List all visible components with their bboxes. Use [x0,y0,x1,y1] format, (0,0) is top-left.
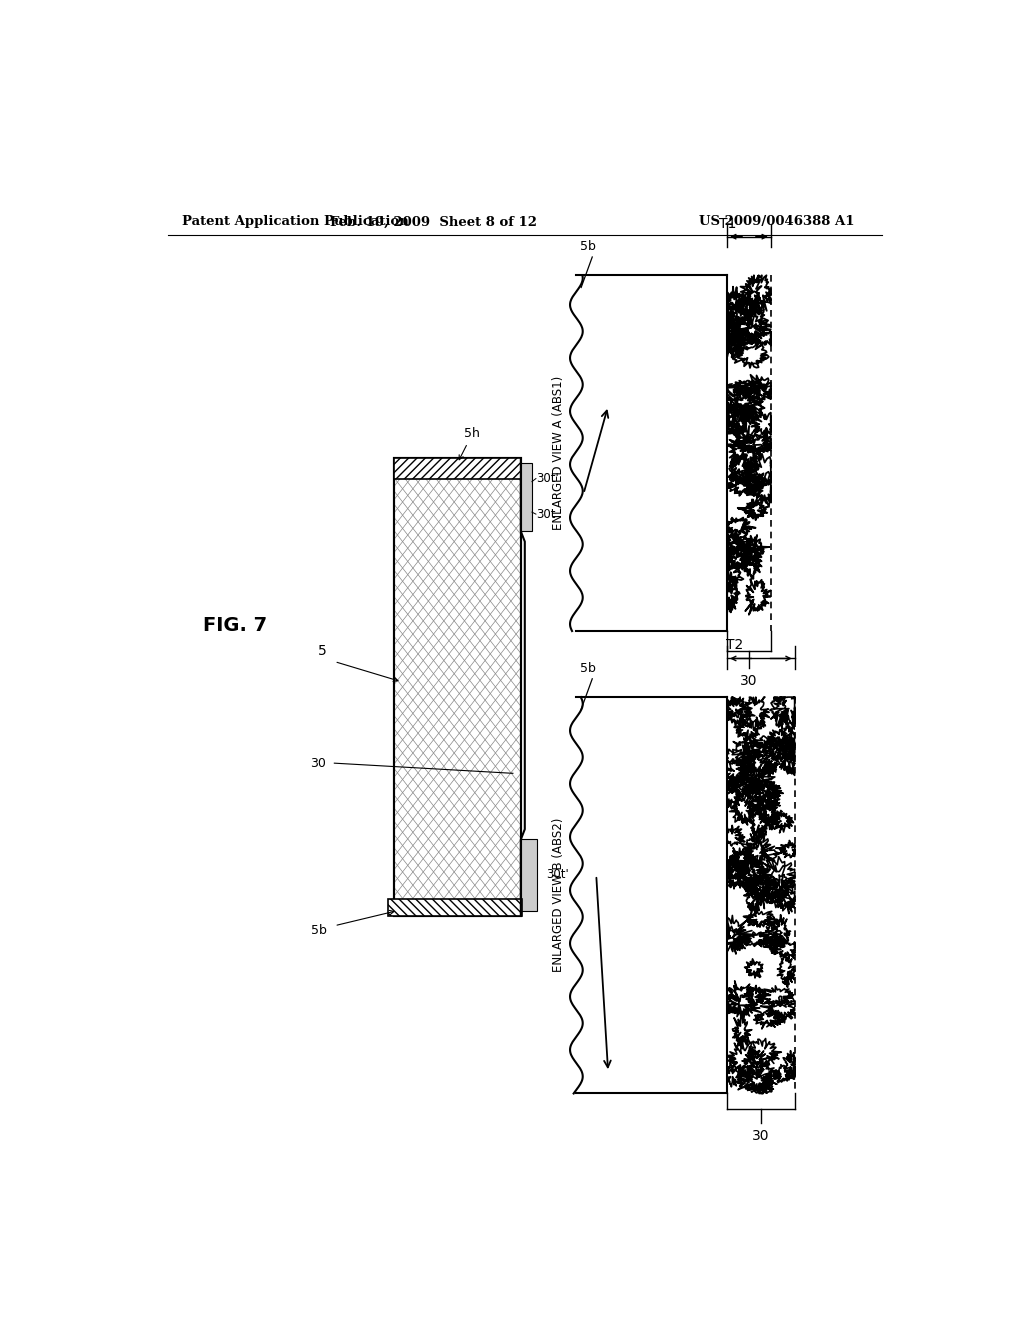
Text: 30: 30 [310,756,327,770]
Bar [394,458,521,916]
Text: 5b: 5b [310,924,327,937]
Text: ENLARGED VIEW A (ABS1): ENLARGED VIEW A (ABS1) [552,376,565,531]
Bar [394,458,521,916]
Text: T1: T1 [719,216,736,231]
Text: 30t: 30t [536,508,555,520]
Text: Feb. 19, 2009  Sheet 8 of 12: Feb. 19, 2009 Sheet 8 of 12 [330,215,537,228]
Text: 5h: 5h [464,426,479,440]
Bar [577,697,727,1093]
Text: US 2009/0046388 A1: US 2009/0046388 A1 [699,215,855,228]
Text: 30: 30 [753,1129,770,1143]
Text: T2: T2 [726,639,743,652]
Bar [521,463,531,532]
Bar [387,899,522,916]
Bar [394,458,521,479]
Text: ENLARGED VIEW B (ABS2): ENLARGED VIEW B (ABS2) [552,818,565,973]
Text: 5: 5 [317,644,327,659]
Text: FIG. 7: FIG. 7 [204,616,267,635]
Text: 30t': 30t' [546,869,569,882]
Text: Patent Application Publication: Patent Application Publication [182,215,409,228]
Bar [577,276,727,631]
Text: 5b: 5b [580,661,595,675]
Text: 5b: 5b [580,240,595,253]
Text: 30: 30 [740,673,758,688]
Text: 30t': 30t' [536,473,559,484]
Bar [521,840,537,911]
